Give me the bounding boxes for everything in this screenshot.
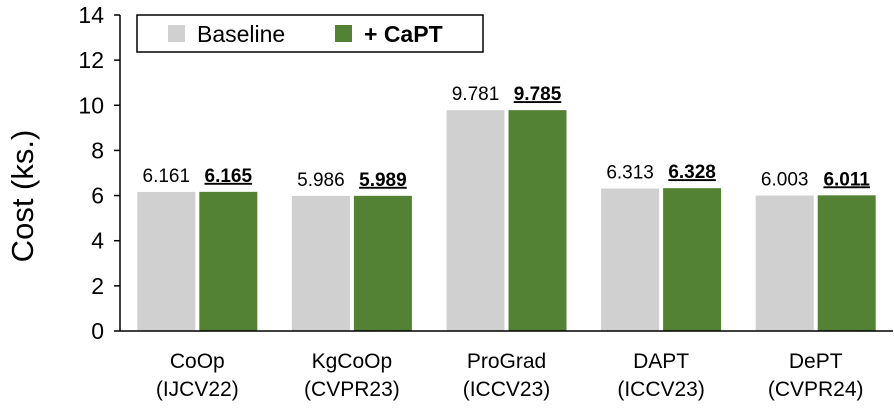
x-tick-label: DePT (789, 350, 843, 373)
x-tick-label: KgCoOp (312, 350, 393, 373)
y-axis-label: Cost (ks.) (5, 130, 40, 263)
x-tick-label: (ICCV23) (617, 378, 705, 401)
y-axis-ticks: 0 2 4 6 8 10 12 14 (78, 2, 120, 344)
legend-swatch-capt (335, 25, 352, 42)
data-label-baseline: 9.781 (452, 84, 500, 105)
bars-group (137, 110, 876, 332)
bar-capt (353, 195, 412, 331)
data-label-capt: 9.785 (514, 84, 562, 105)
legend-label-baseline: Baseline (197, 21, 285, 47)
legend-box (136, 14, 484, 53)
data-label-capt: 6.328 (668, 162, 716, 183)
bar-capt (199, 191, 258, 331)
data-labels-group: 6.161 6.165 5.986 5.989 9.781 9.785 6.313 6.328… (143, 84, 871, 191)
x-tick-label: (IJCV22) (156, 378, 239, 401)
bar-capt (663, 188, 722, 331)
data-label-capt: 6.011 (823, 169, 870, 190)
data-label-capt: 5.989 (359, 170, 407, 191)
legend: Baseline + CaPT (136, 14, 484, 53)
y-tick-label: 6 (91, 183, 104, 209)
data-label-baseline: 6.161 (143, 166, 191, 187)
y-tick-label: 14 (78, 2, 104, 28)
x-tick-label: CoOp (170, 350, 225, 373)
x-tick-label: (CVPR24) (768, 378, 864, 401)
bar-baseline (291, 195, 350, 331)
y-tick-label: 12 (78, 47, 104, 73)
y-tick-label: 4 (91, 228, 104, 254)
bar-baseline (755, 195, 814, 331)
x-tick-label: (CVPR23) (304, 378, 400, 401)
x-axis-categories: CoOp (IJCV22) KgCoOp (CVPR23) ProGrad (ICCV23… (156, 350, 864, 401)
y-tick-label: 0 (91, 318, 104, 344)
y-tick-label: 10 (78, 92, 104, 118)
bar-baseline (601, 188, 660, 331)
data-label-baseline: 6.313 (606, 163, 654, 184)
legend-swatch-baseline (168, 25, 185, 42)
bar-baseline (446, 110, 505, 332)
x-tick-label: ProGrad (467, 350, 546, 373)
bar-capt (817, 195, 876, 331)
x-tick-label: (ICCV23) (463, 378, 551, 401)
data-label-capt: 6.165 (205, 166, 253, 187)
legend-label-capt: + CaPT (364, 21, 443, 47)
x-tick-label: DAPT (633, 350, 689, 373)
bar-baseline (137, 191, 196, 331)
y-tick-label: 2 (91, 273, 104, 299)
data-label-baseline: 6.003 (761, 170, 809, 191)
y-tick-label: 8 (91, 137, 104, 163)
data-label-baseline: 5.986 (297, 170, 345, 191)
bar-capt (508, 110, 567, 331)
